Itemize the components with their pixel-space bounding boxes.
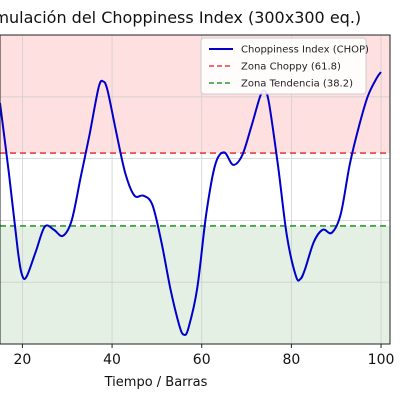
legend-label: Zona Tendencia (38.2)	[241, 79, 353, 90]
x-tick-label: 20	[13, 352, 31, 368]
x-axis-label: Tiempo / Barras	[104, 375, 208, 390]
legend-label: Zona Choppy (61.8)	[241, 62, 341, 73]
legend: Choppiness Index (CHOP) Zona Choppy (61.8…	[200, 37, 369, 95]
trend-zone	[0, 225, 390, 344]
x-tick-label: 100	[368, 352, 395, 368]
chop-series-line	[0, 71, 382, 337]
x-axis-ticks: 20 40 60 80 100	[13, 344, 394, 368]
chart-title: Simulación del Choppiness Index (300x300…	[0, 8, 361, 27]
x-tick-label: 80	[282, 352, 300, 368]
x-tick-label: 60	[193, 352, 211, 368]
legend-box	[200, 37, 367, 95]
legend-label: Choppiness Index (CHOP)	[241, 45, 369, 56]
x-tick-label: 40	[103, 352, 121, 368]
plot-frame	[0, 34, 391, 345]
